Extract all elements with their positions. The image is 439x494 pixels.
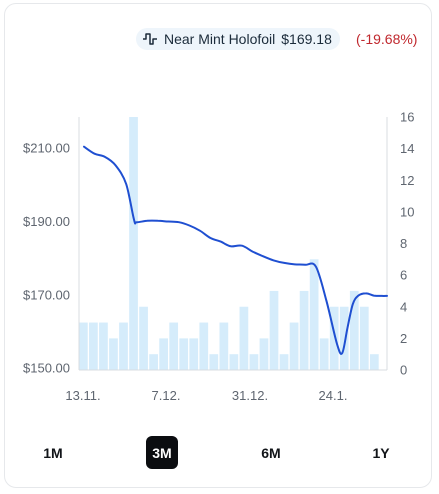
period-6m-button[interactable]: 6M — [261, 444, 281, 461]
x-axis-tick-label: 7.12. — [152, 388, 181, 403]
price-line-icon — [142, 32, 158, 46]
volume-bar — [329, 306, 339, 370]
volume-bar — [259, 338, 269, 371]
volume-bar — [269, 290, 279, 370]
volume-bar — [349, 290, 359, 370]
left-axis-tick-label: $150.00 — [23, 361, 70, 376]
x-axis-tick-label: 13.11. — [65, 388, 100, 403]
right-axis-tick-label: 6 — [400, 268, 407, 283]
volume-bar — [369, 354, 379, 370]
right-axis-tick-label: 12 — [400, 173, 414, 188]
volume-bar — [89, 322, 98, 370]
legend-price: $169.18 — [281, 31, 332, 47]
volume-bar — [239, 306, 249, 370]
legend-series-name: Near Mint Holofoil — [164, 31, 276, 47]
volume-bar — [319, 338, 329, 371]
right-axis-tick-label: 2 — [400, 331, 407, 346]
right-axis-tick-label: 8 — [400, 236, 407, 251]
axis-labels: $210.00 $190.00 $170.00 $150.00 16 14 12 10 8 6 4 2… — [23, 110, 414, 404]
right-axis-tick-label: 0 — [400, 363, 407, 378]
x-axis-tick-label: 31.12. — [232, 388, 268, 403]
volume-bar — [199, 322, 209, 370]
period-1y-button[interactable]: 1Y — [372, 444, 390, 461]
volume-bar — [139, 306, 148, 370]
volume-bar — [229, 354, 239, 370]
volume-bar — [299, 290, 309, 370]
right-axis-tick-label: 16 — [400, 110, 414, 125]
period-1m-button[interactable]: 1M — [43, 444, 63, 461]
volume-bar — [109, 338, 118, 371]
volume-bars — [79, 117, 379, 371]
chart-legend: Near Mint Holofoil $169.18 — [136, 28, 340, 50]
volume-bar — [119, 322, 128, 370]
price-chart-card: Near Mint Holofoil $169.18 (-19.68%) — [4, 3, 432, 488]
volume-bar — [289, 322, 299, 370]
volume-bar — [149, 354, 158, 370]
x-axis-tick-label: 24.1. — [319, 388, 348, 403]
right-axis-tick-label: 14 — [400, 141, 414, 156]
chart-axes — [78, 117, 388, 371]
volume-bar — [309, 259, 319, 370]
volume-bar — [179, 338, 189, 371]
volume-bar — [189, 338, 199, 371]
volume-bar — [279, 354, 289, 370]
volume-bar — [129, 117, 138, 370]
volume-bar — [79, 322, 88, 370]
right-axis-tick-label: 4 — [400, 299, 407, 314]
volume-bar — [339, 306, 349, 370]
volume-bar — [99, 322, 108, 370]
right-axis-tick-label: 10 — [400, 204, 414, 219]
volume-bar — [359, 306, 369, 370]
price-line — [83, 145, 388, 355]
legend-change: (-19.68%) — [356, 31, 418, 47]
left-axis-tick-label: $170.00 — [23, 287, 70, 302]
period-3m-button[interactable]: 3M — [146, 436, 178, 469]
volume-bar — [209, 354, 219, 370]
volume-bar — [219, 322, 229, 370]
price-line-layer — [83, 145, 388, 355]
left-axis-tick-label: $210.00 — [23, 141, 70, 156]
period-selector: 1M 3M 6M 1Y — [0, 436, 439, 470]
volume-bar — [249, 354, 259, 370]
left-axis-tick-label: $190.00 — [23, 214, 70, 229]
volume-bar — [159, 338, 168, 371]
volume-bar — [169, 322, 179, 370]
